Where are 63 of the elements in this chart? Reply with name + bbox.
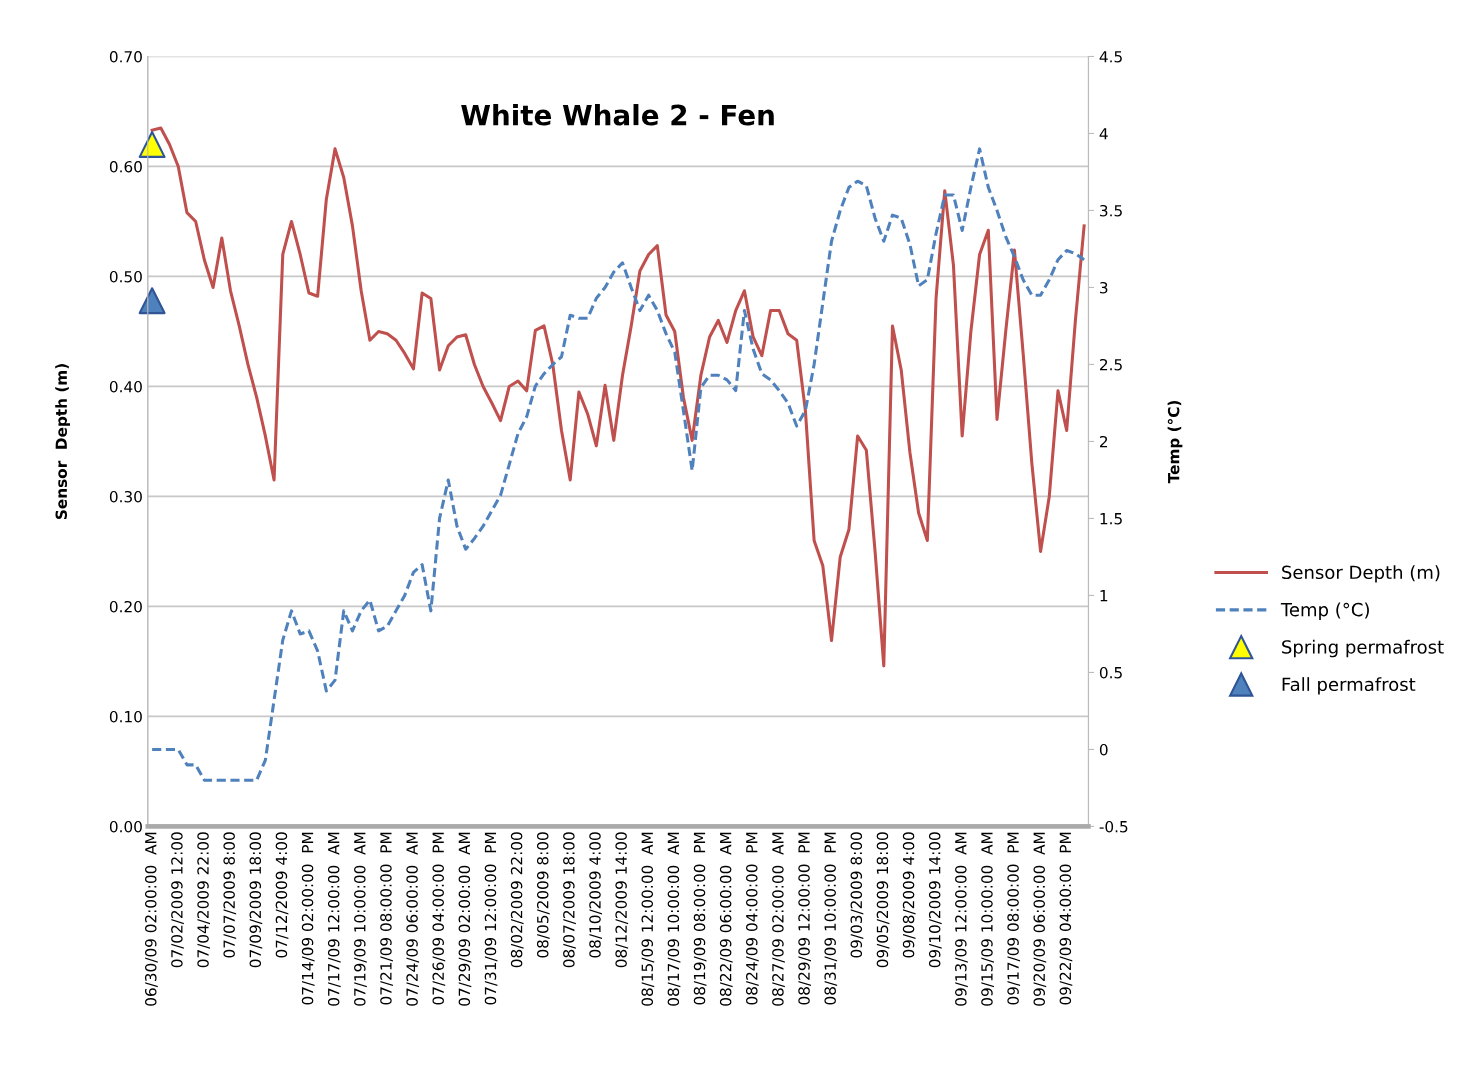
y2-tick-label: 0 bbox=[1099, 743, 1108, 756]
x-tick-label: 08/22/09 06:00:00 AM bbox=[719, 832, 733, 1006]
x-tick-label: 08/05/2009 8:00 bbox=[536, 832, 550, 958]
x-tick-label: 09/10/2009 14:00 bbox=[928, 832, 942, 968]
x-tick-label: 08/31/09 10:00:00 PM bbox=[824, 832, 838, 1005]
x-tick-label: 08/10/2009 4:00 bbox=[589, 832, 602, 958]
x-tick-label: 08/02/2009 22:00 bbox=[510, 832, 524, 968]
y-tick-label: 0.40 bbox=[109, 380, 142, 393]
x-tick-label: 07/02/2009 12:00 bbox=[171, 832, 184, 968]
y2-tick-label: 3.5 bbox=[1100, 204, 1122, 217]
x-tick-label: 07/26/09 04:00:00 PM bbox=[432, 832, 446, 1005]
legend-label: Temp (°C) bbox=[1280, 602, 1369, 620]
x-tick-label: 08/17/09 10:00:00 AM bbox=[667, 832, 681, 1006]
x-tick-label: 08/27/09 02:00:00 AM bbox=[772, 832, 785, 1006]
y2-tick-label: 2.5 bbox=[1100, 358, 1122, 371]
x-tick-label: 08/29/09 12:00:00 PM bbox=[798, 832, 812, 1005]
legend-label: Spring permafrost bbox=[1282, 639, 1444, 658]
x-tick-label: 08/07/2009 18:00 bbox=[563, 832, 576, 968]
x-tick-label: 09/20/09 06:00:00 AM bbox=[1033, 832, 1047, 1006]
y2-axis-title: Temp (°C) bbox=[1167, 400, 1183, 484]
x-tick-label: 07/12/2009 4:00 bbox=[275, 832, 289, 958]
x-tick-label: 07/24/09 06:00:00 AM bbox=[406, 832, 420, 1006]
x-tick-label: 07/31/09 12:00:00 PM bbox=[484, 832, 498, 1005]
x-tick-label: 08/24/09 04:00:00 PM bbox=[746, 832, 759, 1005]
x-tick-label: 06/30/09 02:00:00 AM bbox=[144, 832, 158, 1006]
y2-tick-label: 2 bbox=[1100, 435, 1108, 448]
y-tick-label: 0.50 bbox=[109, 270, 142, 283]
x-tick-label: 09/08/2009 4:00 bbox=[902, 832, 916, 958]
x-tick-label: 07/04/2009 22:00 bbox=[197, 832, 211, 968]
x-tick-label: 07/09/2009 18:00 bbox=[249, 832, 263, 968]
legend-label: Fall permafrost bbox=[1282, 677, 1416, 695]
x-tick-label: 08/12/2009 14:00 bbox=[615, 832, 629, 968]
y-tick-label: 0.20 bbox=[109, 600, 142, 613]
y-axis-title: Sensor Depth (m) bbox=[55, 364, 70, 520]
x-tick-label: 07/14/09 02:00:00 PM bbox=[301, 832, 315, 1005]
x-tick-label: 07/17/09 12:00:00 AM bbox=[327, 832, 341, 1006]
y-tick-label: 0.30 bbox=[109, 490, 142, 503]
y2-tick-label: 0.5 bbox=[1099, 666, 1122, 679]
x-tick-label: 07/21/09 08:00:00 PM bbox=[380, 832, 393, 1005]
x-tick-label: 09/13/09 12:00:00 AM bbox=[955, 832, 968, 1006]
y2-tick-label: 1 bbox=[1100, 590, 1108, 602]
x-tick-label: 07/07/2009 8:00 bbox=[223, 832, 237, 958]
x-tick-label: 09/17/09 08:00:00 PM bbox=[1007, 832, 1021, 1005]
y-tick-label: 0.10 bbox=[109, 710, 142, 723]
x-tick-label: 08/15/09 12:00:00 AM bbox=[641, 832, 655, 1006]
x-tick-label: 09/03/2009 8:00 bbox=[850, 832, 864, 958]
x-tick-label: 09/22/09 04:00:00 PM bbox=[1059, 832, 1073, 1005]
y-tick-label: 0.70 bbox=[109, 50, 142, 63]
x-tick-label: 09/05/2009 18:00 bbox=[876, 832, 890, 968]
x-tick-label: 09/15/09 10:00:00 AM bbox=[981, 832, 994, 1006]
x-tick-label: 08/19/09 08:00:00 PM bbox=[693, 832, 707, 1005]
line-series bbox=[150, 147, 1086, 782]
y2-tick-label: 4.5 bbox=[1099, 51, 1122, 63]
y2-tick-label: 3 bbox=[1100, 281, 1108, 294]
x-tick-label: 07/29/09 02:00:00 AM bbox=[458, 832, 472, 1006]
x-tick-label: 07/19/09 10:00:00 AM bbox=[354, 832, 367, 1006]
y-tick-label: 0.60 bbox=[109, 160, 142, 173]
y2-tick-label: 1.5 bbox=[1100, 513, 1122, 525]
y-tick-label: 0.00 bbox=[109, 820, 142, 833]
y2-tick-label: -0.5 bbox=[1099, 820, 1128, 833]
text: White Whale 2 - Fen bbox=[461, 104, 774, 126]
y2-tick-label: 4 bbox=[1099, 128, 1108, 140]
legend-label: Sensor Depth (m) bbox=[1282, 565, 1440, 583]
